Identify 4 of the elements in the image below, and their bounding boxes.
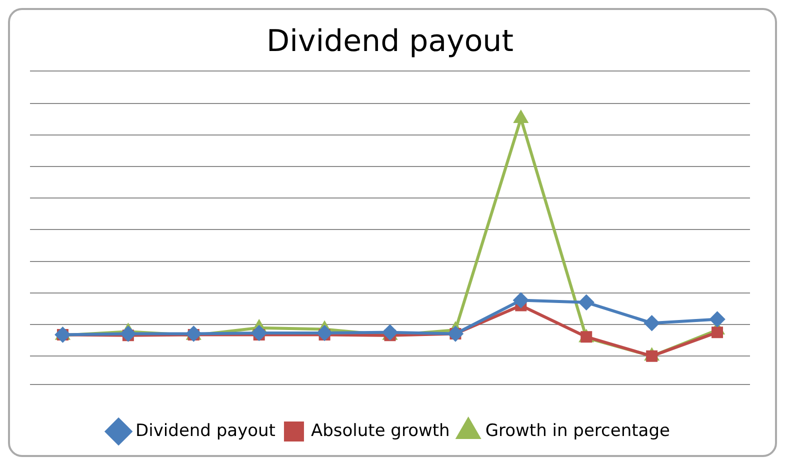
chart-title: Dividend payout [266,24,514,59]
legend-label: Dividend payout [136,420,276,441]
legend-label: Absolute growth [310,420,450,441]
legend-label: Growth in percentage [485,420,670,441]
